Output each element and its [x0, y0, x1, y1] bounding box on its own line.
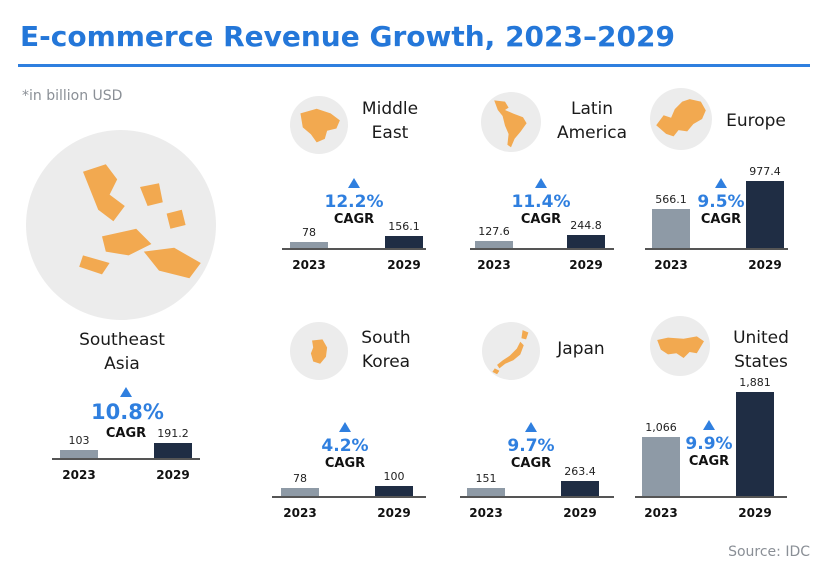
cagr-value: 10.8% — [91, 400, 164, 424]
year-label-2023: 2023 — [477, 258, 511, 272]
cagr-value: 9.9% — [685, 434, 733, 454]
growth-arrow-icon — [715, 178, 727, 188]
bar-2029 — [385, 235, 423, 248]
region-name: Middle East — [361, 99, 419, 143]
year-label-2023: 2023 — [469, 506, 503, 520]
year-label-2023: 2023 — [654, 258, 688, 272]
region-name: Southeast Asia — [79, 330, 165, 374]
value-label-2029: 156.1 — [388, 219, 420, 233]
growth-arrow-icon — [703, 420, 715, 430]
x-axis-line — [635, 496, 787, 498]
value-label-2023: 566.1 — [655, 193, 687, 207]
map-japan-icon — [482, 322, 540, 380]
bar-2029 — [736, 392, 774, 496]
cagr-label: CAGR — [105, 426, 147, 441]
value-label-2023: 78 — [293, 472, 307, 486]
map-latin-america-icon — [481, 92, 541, 152]
growth-arrow-icon — [339, 422, 351, 432]
region-name: Europe — [726, 111, 786, 131]
bar-2023 — [475, 241, 513, 248]
growth-arrow-icon — [348, 178, 360, 188]
value-label-2023: 1,066 — [645, 421, 677, 435]
bar-2029 — [561, 481, 599, 496]
value-label-2023: 151 — [475, 471, 497, 485]
value-label-2029: 191.2 — [157, 426, 189, 440]
x-axis-line — [645, 248, 788, 250]
cagr-value: 9.5% — [697, 192, 745, 212]
year-label-2029: 2029 — [748, 258, 782, 272]
region-name: South Korea — [361, 328, 411, 372]
x-axis-line — [282, 248, 426, 250]
bar-2023 — [652, 209, 690, 248]
source-note: Source: IDC — [728, 544, 810, 560]
bar-2023 — [467, 487, 505, 496]
year-label-2029: 2029 — [738, 506, 772, 520]
bar-2023 — [281, 488, 319, 496]
cagr-label: CAGR — [688, 454, 730, 469]
map-middle-east-icon — [290, 96, 348, 154]
cagr-value: 11.4% — [511, 192, 571, 212]
value-label-2029: 977.4 — [749, 165, 781, 179]
growth-arrow-icon — [120, 387, 132, 397]
bar-2029 — [154, 442, 192, 458]
cagr-label: CAGR — [333, 212, 375, 227]
growth-arrow-icon — [525, 422, 537, 432]
region-name: United States — [733, 328, 789, 372]
chart-title: E-commerce Revenue Growth, 2023–2029 — [20, 20, 675, 53]
year-label-2023: 2023 — [283, 506, 317, 520]
value-label-2023: 103 — [68, 433, 90, 447]
map-europe-icon — [650, 88, 712, 150]
cagr-label: CAGR — [510, 456, 552, 471]
cagr-label: CAGR — [520, 212, 562, 227]
value-label-2029: 244.8 — [570, 218, 602, 232]
cagr-value: 9.7% — [507, 436, 555, 456]
cagr-value: 12.2% — [324, 192, 384, 212]
bar-2029 — [375, 486, 413, 496]
x-axis-line — [470, 248, 614, 250]
title-underline — [18, 64, 810, 67]
bar-2029 — [746, 181, 784, 248]
bar-2023 — [60, 449, 98, 458]
growth-arrow-icon — [535, 178, 547, 188]
value-label-2029: 263.4 — [564, 465, 596, 479]
value-label-2029: 1,881 — [739, 376, 771, 390]
bar-2029 — [567, 234, 605, 248]
year-label-2023: 2023 — [292, 258, 326, 272]
year-label-2023: 2023 — [62, 468, 96, 482]
x-axis-line — [272, 496, 426, 498]
cagr-value: 4.2% — [321, 436, 369, 456]
value-label-2029: 100 — [383, 470, 405, 484]
map-united-states-icon — [650, 316, 710, 376]
value-label-2023: 127.6 — [478, 225, 510, 239]
year-label-2029: 2029 — [387, 258, 421, 272]
year-label-2029: 2029 — [569, 258, 603, 272]
x-axis-line — [460, 496, 614, 498]
cagr-label: CAGR — [700, 212, 742, 227]
value-label-2023: 78 — [302, 225, 316, 239]
year-label-2029: 2029 — [563, 506, 597, 520]
bar-2023 — [290, 241, 328, 248]
region-name: Japan — [557, 339, 605, 359]
year-label-2023: 2023 — [644, 506, 678, 520]
year-label-2029: 2029 — [377, 506, 411, 520]
map-southeast-asia-icon — [26, 130, 216, 320]
x-axis-line — [52, 458, 200, 460]
unit-note: *in billion USD — [22, 88, 123, 104]
map-south-korea-icon — [290, 322, 348, 380]
bar-2023 — [642, 437, 680, 496]
cagr-label: CAGR — [324, 456, 366, 471]
region-name: Latin America — [556, 99, 628, 143]
year-label-2029: 2029 — [156, 468, 190, 482]
